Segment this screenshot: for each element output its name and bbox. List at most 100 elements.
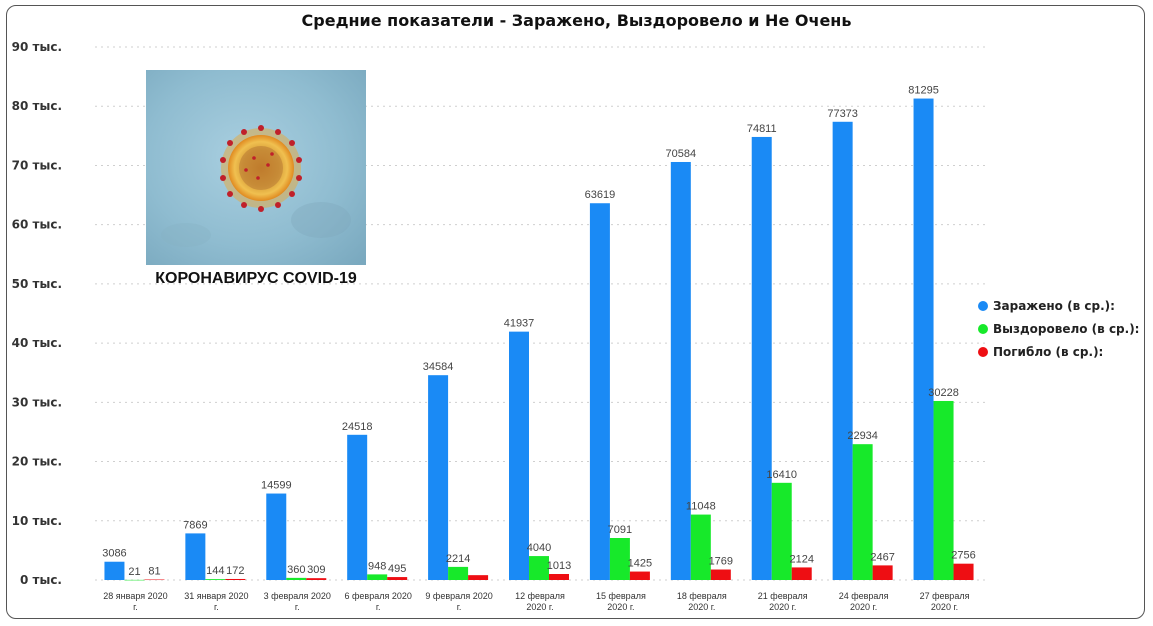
- bar-recovered: [690, 514, 711, 580]
- x-tick-label: г.: [376, 602, 381, 612]
- bar-infected: [185, 533, 206, 580]
- x-tick-label: 2020 г.: [526, 602, 553, 612]
- bar-deaths: [872, 565, 893, 580]
- x-tick-label: 31 января 2020: [184, 591, 248, 601]
- bar-infected: [913, 98, 934, 580]
- y-tick-label: 0 тыс.: [20, 573, 62, 587]
- x-tick-label: 6 февраля 2020: [345, 591, 412, 601]
- y-tick-label: 50 тыс.: [12, 277, 62, 291]
- bar-infected: [104, 561, 125, 580]
- data-label: 81: [148, 566, 160, 578]
- bar-recovered: [367, 574, 388, 580]
- data-label: 309: [307, 564, 325, 576]
- bar-infected: [589, 203, 610, 581]
- bar-deaths: [144, 579, 165, 581]
- data-label: 63619: [585, 189, 616, 201]
- data-label: 948: [368, 560, 386, 572]
- x-tick-label: 2020 г.: [607, 602, 634, 612]
- x-tick-label: 2020 г.: [850, 602, 877, 612]
- bar-infected: [266, 493, 287, 580]
- x-tick-label: г.: [214, 602, 219, 612]
- bar-deaths: [306, 578, 327, 580]
- x-tick-label: 9 февраля 2020: [425, 591, 492, 601]
- y-tick-label: 60 тыс.: [12, 218, 62, 232]
- x-tick-label: 2020 г.: [688, 602, 715, 612]
- data-label: 70584: [666, 148, 697, 160]
- data-label: 34584: [423, 361, 454, 373]
- bar-infected: [670, 161, 691, 580]
- bar-deaths: [710, 569, 731, 580]
- data-label: 2124: [789, 553, 813, 565]
- legend-item-infected[interactable]: Заражено (в ср.):: [978, 294, 1139, 317]
- bar-recovered: [286, 577, 307, 580]
- bar-deaths: [387, 577, 408, 580]
- data-label: 2214: [446, 553, 470, 565]
- bar-recovered: [771, 482, 792, 580]
- data-label: 41937: [504, 318, 535, 330]
- y-tick-label: 70 тыс.: [12, 158, 62, 172]
- data-label: 1425: [628, 558, 652, 570]
- y-tick-label: 40 тыс.: [12, 336, 62, 350]
- bar-deaths: [629, 571, 650, 580]
- x-tick-label: 28 января 2020: [103, 591, 167, 601]
- legend-swatch-deaths: [978, 346, 988, 357]
- y-tick-label: 30 тыс.: [12, 395, 62, 409]
- data-label: 14599: [261, 480, 292, 492]
- x-tick-label: 27 февраля: [920, 591, 970, 601]
- data-label: 7091: [608, 524, 632, 536]
- data-label: 3086: [102, 548, 126, 560]
- data-label: 74811: [747, 123, 777, 135]
- x-tick-label: 21 февраля: [758, 591, 808, 601]
- bar-infected: [347, 434, 368, 580]
- image-caption: КОРОНАВИРУС COVID-19: [155, 270, 357, 287]
- data-label: 2467: [870, 551, 894, 563]
- x-tick-label: 15 февраля: [596, 591, 646, 601]
- bar-deaths: [225, 578, 246, 580]
- data-label: 22934: [847, 430, 878, 442]
- y-tick-label: 10 тыс.: [12, 514, 62, 528]
- x-tick-label: г.: [133, 602, 138, 612]
- x-tick-label: г.: [457, 602, 462, 612]
- legend-label-deaths: Погибло (в ср.):: [993, 344, 1104, 359]
- data-label: 77373: [827, 108, 858, 120]
- bar-infected: [751, 136, 772, 580]
- y-tick-label: 80 тыс.: [12, 99, 62, 113]
- bar-recovered: [529, 556, 549, 580]
- bar-deaths: [953, 563, 974, 580]
- chart-title: Средние показатели - Заражено, Выздорове…: [301, 11, 852, 30]
- y-tick-label: 20 тыс.: [12, 455, 62, 469]
- x-tick-label: 3 февраля 2020: [264, 591, 331, 601]
- legend-label-infected: Заражено (в ср.):: [993, 298, 1115, 313]
- bar-infected: [428, 375, 449, 580]
- data-label: 495: [388, 563, 406, 575]
- bar-recovered: [448, 566, 469, 580]
- data-label: 1013: [547, 560, 571, 572]
- data-label: 24518: [342, 421, 373, 433]
- bar-recovered: [205, 579, 226, 580]
- bar-deaths: [549, 574, 569, 580]
- data-label: 81295: [908, 85, 939, 97]
- legend-item-deaths[interactable]: Погибло (в ср.):: [978, 340, 1139, 363]
- legend-item-recovered[interactable]: Выздоровело (в ср.):: [978, 317, 1139, 340]
- bar-deaths: [468, 575, 489, 580]
- legend-label-recovered: Выздоровело (в ср.):: [993, 321, 1140, 336]
- x-tick-label: 12 февраля: [515, 591, 565, 601]
- data-label: 30228: [928, 387, 959, 399]
- data-label: 2756: [951, 550, 975, 562]
- x-tick-label: 18 февраля: [677, 591, 727, 601]
- data-label: 7869: [183, 519, 207, 531]
- bar-recovered: [933, 400, 954, 580]
- data-label: 172: [226, 565, 244, 577]
- x-tick-label: г.: [295, 602, 300, 612]
- x-tick-label: 2020 г.: [769, 602, 796, 612]
- data-label: 144: [206, 565, 224, 577]
- data-label: 21: [128, 566, 140, 578]
- x-tick-label: 2020 г.: [931, 602, 958, 612]
- data-label: 1769: [709, 556, 733, 568]
- data-label: 11048: [686, 501, 716, 513]
- bar-deaths: [791, 567, 812, 580]
- bar-infected: [832, 121, 853, 580]
- bar-recovered: [124, 579, 145, 581]
- coronavirus-image: [146, 70, 366, 265]
